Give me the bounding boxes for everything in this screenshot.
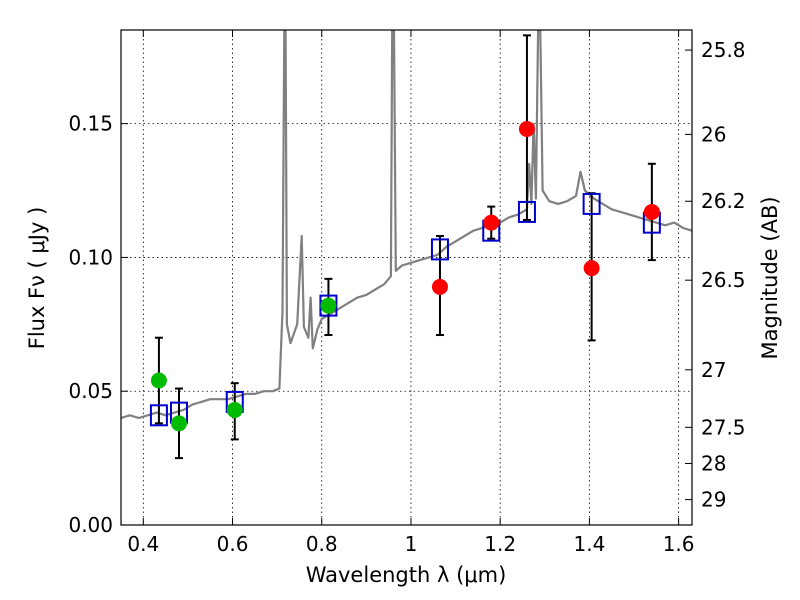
model-square-marker <box>582 192 601 215</box>
x-axis-label: Wavelength λ (μm) <box>306 563 507 587</box>
right-tick-label: 27.5 <box>701 415 746 439</box>
photometry-point <box>518 121 535 137</box>
x-tick-label: 1 <box>405 532 418 556</box>
x-tick-label: 0.4 <box>127 532 159 556</box>
right-tick-label: 26 <box>701 122 726 146</box>
photometry-point <box>170 415 187 432</box>
x-tick-label: 1.6 <box>663 532 695 556</box>
y-axis-label: Flux Fν ( μJy ) <box>25 207 49 350</box>
grid <box>121 30 692 526</box>
photometry-point <box>431 278 448 295</box>
photometry-point <box>226 401 243 418</box>
y-axis-label-right: Magnitude (AB) <box>758 196 782 359</box>
photometry-point <box>583 260 600 277</box>
model-square-marker <box>517 200 536 223</box>
photometry-point <box>643 203 660 220</box>
markers <box>149 121 661 432</box>
y-tick-label: 0.15 <box>68 112 113 136</box>
y-tick-label: 0.00 <box>68 513 113 537</box>
right-tick-label: 27 <box>701 358 726 382</box>
right-tick-label: 26.2 <box>701 189 746 213</box>
plot-frame <box>120 29 693 526</box>
y-tick-label: 0.10 <box>68 245 113 269</box>
x-tick-label: 1.4 <box>573 532 605 556</box>
model-square-marker <box>430 238 449 261</box>
ticks: 0.4 0.6 0.8 1 1.2 1.4 1.6 0.00 0.05 0.10 0.15 25.8 2… <box>68 30 746 556</box>
photometry-point <box>320 297 337 314</box>
right-tick-label: 28 <box>701 451 726 475</box>
model-square-marker <box>149 404 168 427</box>
right-tick-label: 26.5 <box>701 268 746 292</box>
x-tick-label: 0.6 <box>217 532 249 556</box>
x-tick-label: 1.2 <box>484 532 516 556</box>
y-tick-label: 0.05 <box>68 379 113 403</box>
photometry-point <box>483 214 500 231</box>
x-tick-label: 0.8 <box>306 532 338 556</box>
photometry-point <box>150 372 167 389</box>
right-tick-label: 25.8 <box>701 38 746 62</box>
right-tick-label: 29 <box>701 488 726 512</box>
